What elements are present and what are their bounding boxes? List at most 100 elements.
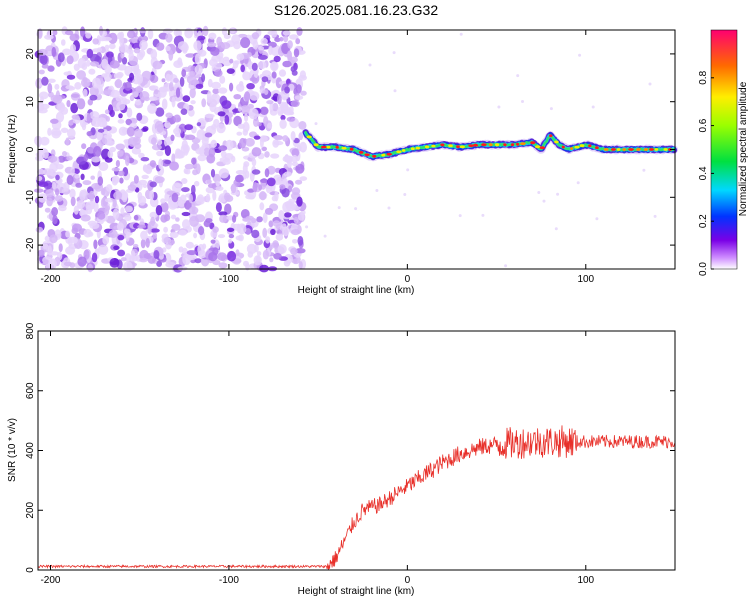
noise-blob [104, 156, 113, 163]
noise-blob [89, 86, 99, 97]
noise-blob [80, 26, 86, 37]
spectrogram-x-ticks: -200 -100 0 100 [40, 30, 595, 285]
noise-blob [55, 195, 63, 202]
noise-blob [93, 239, 98, 250]
signal-peak [448, 144, 453, 148]
y-tick-label: 400 [25, 442, 36, 459]
signal-peak [516, 142, 520, 146]
noise-blob [293, 216, 299, 224]
noise-blob [62, 151, 67, 157]
noise-blob [126, 126, 135, 137]
noise-blob [141, 174, 149, 180]
noise-blob [188, 84, 195, 90]
noise-blob [161, 78, 166, 83]
signal-peak [574, 145, 580, 149]
noise-blob [124, 205, 133, 213]
colorbar-tick-label: 0.8 [698, 70, 709, 84]
noise-blob [290, 100, 300, 108]
noise-blob [46, 197, 53, 207]
noise-blob [70, 102, 79, 114]
signal-peak [341, 146, 347, 150]
noise-blob [169, 81, 174, 92]
noise-blob [86, 131, 93, 137]
noise-blob [246, 83, 255, 90]
noise-blob [299, 176, 308, 182]
noise-blob [71, 114, 80, 120]
signal-peak [588, 144, 592, 148]
noise-blob [270, 228, 276, 236]
noise-blob [576, 181, 580, 185]
noise-blob [156, 123, 164, 133]
noise-blob [291, 229, 300, 236]
noise-blob [257, 61, 267, 70]
noise-blob [171, 223, 181, 231]
noise-blob [245, 228, 251, 235]
noise-blob [291, 70, 298, 76]
noise-blob [94, 195, 100, 204]
noise-blob [281, 173, 287, 184]
noise-blob [277, 94, 282, 105]
noise-blob [66, 100, 71, 108]
noise-blob [128, 52, 134, 61]
noise-blob [223, 56, 230, 62]
noise-blob [289, 34, 299, 40]
noise-blob [34, 188, 44, 193]
noise-blob [186, 75, 197, 85]
noise-blob [110, 89, 121, 99]
noise-blob [282, 60, 292, 68]
noise-blob [88, 190, 95, 202]
noise-blob [87, 220, 98, 226]
noise-blob [130, 117, 138, 125]
noise-blob [269, 102, 274, 113]
noise-blob [90, 53, 100, 63]
noise-blob [52, 29, 58, 36]
noise-blob [44, 34, 54, 40]
noise-blob [156, 150, 164, 157]
noise-blob [74, 82, 82, 90]
noise-blob [97, 176, 104, 186]
noise-blob [276, 229, 283, 235]
colorbar-tick-label: 0.6 [698, 118, 709, 132]
noise-blob [212, 247, 219, 256]
noise-blob [272, 135, 283, 140]
noise-blob [295, 38, 301, 45]
y-tick-label: -20 [25, 237, 36, 252]
signal-peak [410, 147, 415, 151]
noise-blob [65, 230, 70, 238]
noise-blob [282, 135, 289, 142]
noise-blob [47, 65, 55, 72]
noise-blob [142, 184, 148, 188]
noise-blob [136, 74, 144, 84]
noise-blob [226, 68, 235, 74]
noise-blob [65, 246, 76, 255]
y-tick-label: 0 [25, 146, 36, 152]
noise-blob [271, 195, 278, 202]
noise-blob [168, 49, 174, 61]
noise-blob [149, 181, 157, 188]
y-tick-label: 0 [25, 567, 36, 573]
noise-blob [236, 83, 245, 92]
signal-peak [431, 144, 436, 148]
noise-blob [174, 183, 183, 188]
noise-blob [154, 89, 159, 95]
noise-blob [300, 90, 307, 96]
noise-blob [253, 255, 262, 266]
x-tick-label: 0 [405, 575, 411, 586]
noise-blob [41, 64, 49, 69]
noise-blob [291, 161, 299, 167]
noise-blob [185, 134, 196, 141]
noise-blob [163, 226, 169, 233]
noise-blob [37, 108, 48, 114]
noise-blob [242, 129, 248, 136]
noise-blob [36, 150, 45, 160]
colorbar: 0.0 0.2 0.4 0.6 0.8 Normalized spectral ampl… [698, 29, 749, 276]
noise-blob [108, 43, 116, 50]
noise-blob [109, 109, 115, 118]
noise-blob [288, 198, 296, 204]
noise-blob [208, 147, 216, 158]
signal-peak [561, 145, 565, 149]
noise-blob [149, 211, 158, 219]
noise-blob [115, 160, 120, 168]
noise-blob [208, 32, 217, 40]
noise-blob [266, 100, 274, 105]
